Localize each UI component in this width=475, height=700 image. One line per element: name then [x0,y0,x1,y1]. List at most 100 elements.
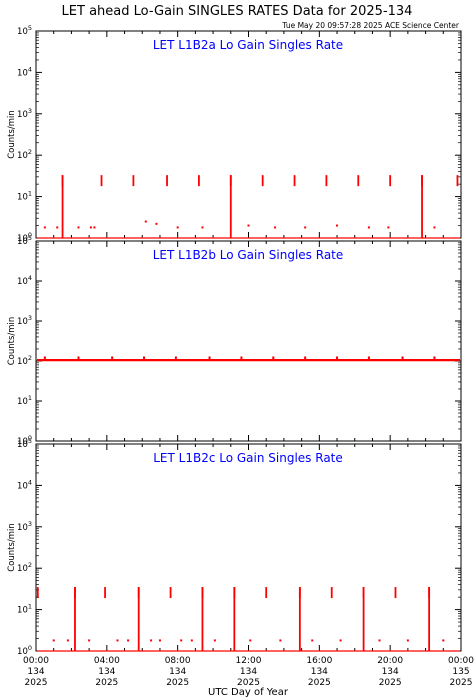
y-tick-label: 104 [17,65,32,78]
y-tick-exponent: 0 [28,231,32,239]
scatter-point [176,226,179,229]
panel-frame [35,30,462,239]
y-tick-label: 102 [17,561,32,574]
y-tick-label: 103 [17,520,32,533]
scatter-point [406,639,409,642]
scatter-point [77,226,80,229]
scatter-point [249,639,252,642]
panel-title: LET L1B2a Lo Gain Singles Rate [153,38,343,52]
y-tick-exponent: 2 [28,561,32,569]
y-axis-label: Counts/min [7,523,17,572]
scatter-point [279,639,282,642]
x-axis-label: UTC Day of Year [208,687,289,698]
x-tick-label: 2025 [379,678,402,688]
chart-title: LET ahead Lo-Gain SINGLES RATES Data for… [62,4,413,19]
timestamp-label: Tue May 20 09:57:28 2025 ACE Science Cen… [281,21,460,30]
scatter-point [144,220,147,223]
y-tick-label: 103 [17,107,32,120]
scatter-point [201,226,204,229]
x-tick-label: 00:00 [23,656,49,666]
x-tick-label: 135 [452,667,469,677]
y-tick-exponent: 5 [28,437,32,445]
x-tick-label: 2025 [95,678,118,688]
x-tick-label: 16:00 [306,656,332,666]
y-tick-exponent: 5 [28,234,32,242]
scatter-point [433,226,436,229]
scatter-point [180,639,183,642]
y-tick-exponent: 4 [28,65,32,73]
x-tick-label: 20:00 [377,656,403,666]
x-tick-labels: 00:00134202504:00134202508:00134202512:0… [23,656,474,688]
y-axis-label: Counts/min [7,110,17,159]
panels-group: 1 0 0 101 102 103 104 105 Counts/min LET L1B2a Lo… [7,24,462,657]
scatter-point [88,639,91,642]
scatter-point [190,639,193,642]
y-tick-label: 101 [17,603,32,616]
y-tick-label: 105 [17,24,32,37]
x-tick-label: 08:00 [165,656,191,666]
scatter-point [155,222,158,225]
x-tick-label: 2025 [450,678,473,688]
scatter-point [52,639,55,642]
y-tick-exponent: 3 [28,314,32,322]
scatter-point [339,639,342,642]
scatter-point [158,639,161,642]
panel-title: LET L1B2b Lo Gain Singles Rate [153,248,344,262]
scatter-point [89,226,92,229]
y-axis-label: Counts/min [7,317,17,366]
y-tick-exponent: 2 [28,148,32,156]
scatter-point [213,639,216,642]
panel-frame [35,240,462,442]
panel-title: LET L1B2c Lo Gain Singles Rate [153,451,343,465]
scatter-point [336,224,339,227]
series-data [37,175,460,239]
scatter-point [304,226,307,229]
scatter-point [311,639,314,642]
x-tick-label: 00:00 [448,656,474,666]
series-data [37,356,460,362]
y-tick-exponent: 1 [28,394,32,402]
y-tick-exponent: 1 [28,190,32,198]
y-tick-exponent: 0 [28,644,32,652]
y-tick-exponent: 4 [28,274,32,282]
scatter-point [43,226,46,229]
scatter-point [387,226,390,229]
x-tick-label: 134 [27,667,44,677]
x-tick-label: 2025 [237,678,260,688]
scatter-point [274,226,277,229]
scatter-point [378,639,381,642]
scatter-point [66,639,69,642]
y-tick-label: 101 [17,190,32,203]
y-tick-exponent: 5 [28,24,32,32]
scatter-point [247,224,250,227]
x-tick-label: 134 [382,667,399,677]
y-tick-exponent: 3 [28,107,32,115]
x-tick-label: 2025 [308,678,331,688]
x-tick-label: 134 [169,667,186,677]
y-tick-label: 104 [17,274,32,287]
y-tick-exponent: 3 [28,520,32,528]
scatter-point [367,226,370,229]
scatter-point [127,639,130,642]
x-tick-label: 2025 [166,678,189,688]
x-tick-label: 134 [311,667,328,677]
y-tick-label: 104 [17,478,32,491]
x-tick-label: 134 [98,667,115,677]
series-data [36,587,460,652]
x-tick-label: 12:00 [236,656,262,666]
y-tick-exponent: 4 [28,478,32,486]
y-tick-exponent: 1 [28,603,32,611]
scatter-point [56,226,59,229]
scatter-point [150,639,153,642]
x-tick-label: 04:00 [94,656,120,666]
scatter-point [93,226,96,229]
scatter-point [442,639,445,642]
y-tick-exponent: 2 [28,354,32,362]
x-tick-label: 134 [240,667,257,677]
y-tick-label: 102 [17,354,32,367]
x-tick-label: 2025 [25,678,48,688]
y-tick-label: 101 [17,394,32,407]
